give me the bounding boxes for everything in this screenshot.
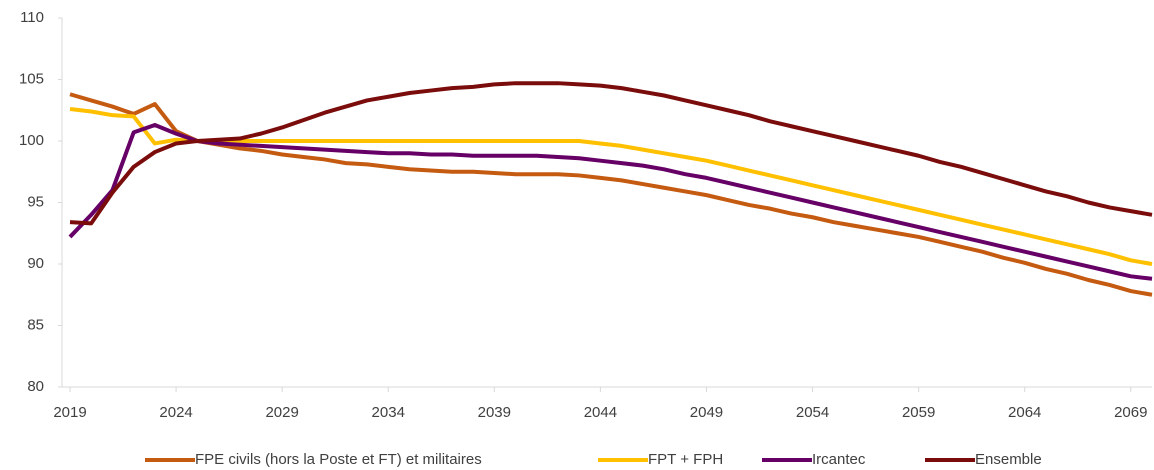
y-tick-label: 85 xyxy=(27,316,44,333)
y-tick-label: 100 xyxy=(19,132,44,149)
legend-label: FPE civils (hors la Poste et FT) et mili… xyxy=(195,451,482,468)
x-tick-label: 2064 xyxy=(1008,404,1041,421)
y-tick-label: 105 xyxy=(19,70,44,87)
x-tick-label: 2029 xyxy=(265,404,298,421)
series-line xyxy=(69,92,1153,297)
x-tick-label: 2034 xyxy=(372,404,405,421)
y-tick-label: 95 xyxy=(27,193,44,210)
x-tick-label: 2019 xyxy=(53,404,86,421)
y-tick-label: 80 xyxy=(27,378,44,395)
y-tick-label: 90 xyxy=(27,255,44,272)
x-tick-label: 2039 xyxy=(478,404,511,421)
legend-label: Ensemble xyxy=(975,451,1042,468)
x-tick-label: 2059 xyxy=(902,404,935,421)
series-line xyxy=(69,107,1153,266)
x-tick-label: 2069 xyxy=(1114,404,1147,421)
legend-label: FPT + FPH xyxy=(648,451,723,468)
series-line xyxy=(69,81,1153,226)
series-line xyxy=(68,123,1153,281)
x-tick-label: 2044 xyxy=(584,404,617,421)
y-tick-label: 110 xyxy=(20,9,44,26)
x-tick-label: 2054 xyxy=(796,404,829,421)
x-tick-label: 2049 xyxy=(690,404,723,421)
x-tick-label: 2024 xyxy=(159,404,192,421)
legend-label: Ircantec xyxy=(812,451,866,468)
